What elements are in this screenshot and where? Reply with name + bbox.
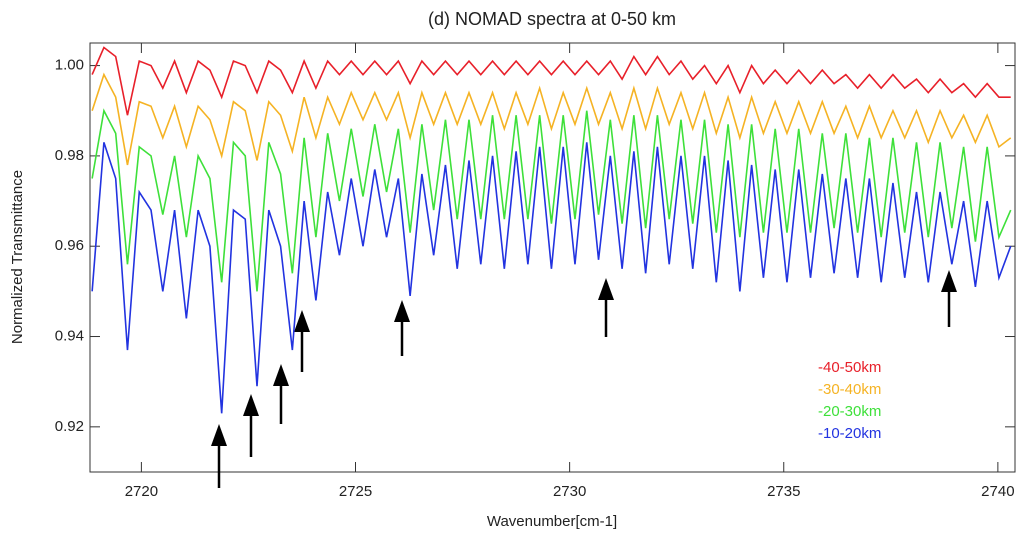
arrow-head bbox=[294, 310, 310, 332]
y-tick-label: 0.92 bbox=[55, 418, 84, 435]
spectrum-line bbox=[91, 108, 1012, 292]
spectrum-line bbox=[91, 46, 1011, 116]
legend-label: -40-50km bbox=[818, 359, 881, 376]
y-axis-label: Normalized Transmittance bbox=[9, 170, 26, 344]
x-tick-label: 2740 bbox=[981, 483, 1014, 500]
spectrum-line bbox=[91, 142, 1012, 414]
y-tick-label: 0.98 bbox=[55, 147, 84, 164]
arrow-head bbox=[941, 270, 957, 292]
arrow-head bbox=[243, 394, 259, 416]
arrow-head bbox=[211, 424, 227, 446]
chart-title: (d) NOMAD spectra at 0-50 km bbox=[428, 9, 676, 29]
x-axis-label: Wavenumber[cm-1] bbox=[487, 513, 617, 530]
legend-label: -30-40km bbox=[818, 381, 881, 398]
x-tick-label: 2730 bbox=[553, 483, 586, 500]
y-tick-label: 1.00 bbox=[55, 57, 84, 74]
x-tick-label: 2725 bbox=[339, 483, 372, 500]
spectrum-line bbox=[91, 72, 1012, 166]
legend-label: -10-20km bbox=[818, 425, 881, 442]
legend-label: -20-30km bbox=[818, 403, 881, 420]
arrow-head bbox=[273, 364, 289, 386]
annotation-arrows bbox=[211, 270, 957, 488]
plot-frame bbox=[89, 42, 1016, 473]
arrow-head bbox=[394, 300, 410, 322]
y-tick-label: 0.96 bbox=[55, 237, 84, 254]
x-tick-label: 2720 bbox=[125, 483, 158, 500]
x-tick-label: 2735 bbox=[767, 483, 800, 500]
arrow-head bbox=[598, 278, 614, 300]
y-tick-label: 0.94 bbox=[55, 327, 84, 344]
